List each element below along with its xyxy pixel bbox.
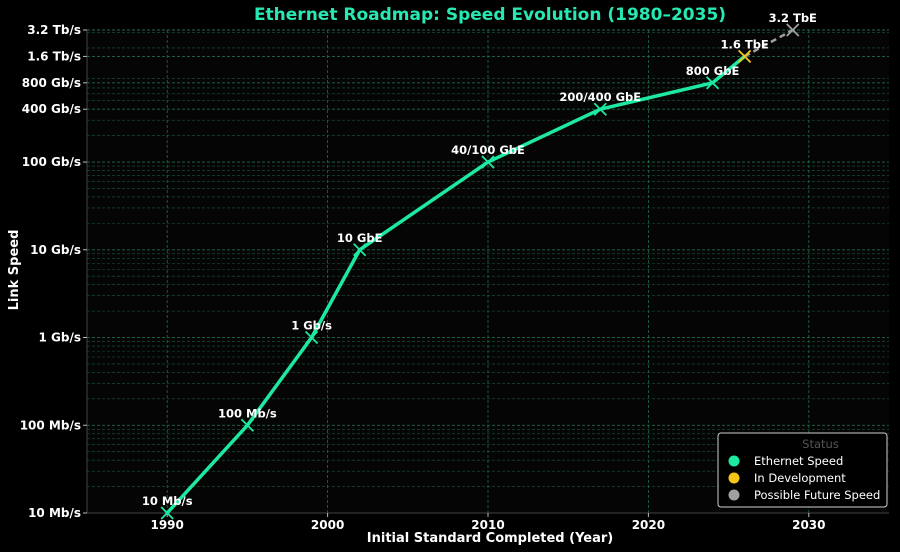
chart-title: Ethernet Roadmap: Speed Evolution (1980–… — [254, 5, 726, 25]
data-point — [705, 76, 720, 90]
data-point — [593, 102, 607, 116]
legend-swatch — [728, 472, 740, 484]
y-tick-label: 400 Gb/s — [22, 102, 81, 116]
data-point — [738, 49, 752, 64]
data-point — [160, 506, 174, 520]
point-label: 40/100 GbE — [451, 143, 525, 157]
x-tick-label: 2020 — [632, 518, 665, 532]
y-tick-label: 800 Gb/s — [22, 76, 81, 90]
marker-stroke — [353, 243, 367, 257]
x-tick-label: 2030 — [792, 518, 825, 532]
marker-stroke — [738, 49, 752, 64]
point-label: 200/400 GbE — [559, 90, 641, 104]
marker-stroke — [304, 330, 319, 345]
y-tick-label: 100 Mb/s — [20, 418, 81, 432]
future-line — [743, 28, 794, 58]
point-label: 1 Gb/s — [291, 319, 332, 333]
y-tick-label: 100 Gb/s — [22, 155, 81, 169]
point-label: 3.2 TbE — [769, 11, 817, 25]
point-label: 800 GbE — [686, 64, 740, 78]
point-label: 1.6 TbE — [720, 37, 768, 51]
x-tick-label: 2000 — [311, 518, 344, 532]
x-tick-label: 2010 — [471, 518, 504, 532]
legend-box — [717, 432, 888, 508]
marker-stroke — [160, 506, 174, 520]
x-axis-label: Initial Standard Completed (Year) — [367, 531, 613, 546]
y-tick-label: 1.6 Tb/s — [27, 49, 81, 63]
data-point — [786, 23, 800, 37]
x-tick-label: 1990 — [150, 518, 183, 532]
y-tick-label: 1 Gb/s — [39, 331, 82, 345]
point-label: 10 Mb/s — [142, 494, 193, 508]
point-label: 10 GbE — [337, 231, 383, 245]
marker-stroke — [786, 23, 800, 37]
marker-stroke — [240, 418, 255, 432]
data-point — [240, 418, 255, 432]
legend-title: Status — [802, 437, 839, 451]
speed-line — [165, 54, 747, 515]
y-tick-label: 3.2 Tb/s — [27, 23, 81, 37]
marker-stroke — [481, 155, 495, 169]
legend-swatch — [728, 489, 740, 501]
marker-stroke — [705, 76, 720, 90]
data-point — [304, 330, 319, 345]
axes: 1990 2000 2010 2020 2030 10 Mb/s 100 Mb/s 1 Gb/… — [20, 23, 889, 532]
series — [160, 23, 800, 520]
legend-entry: In Development — [754, 471, 846, 485]
legend-swatch — [728, 455, 740, 467]
point-labels: 10 Mb/s 100 Mb/s 1 Gb/s 10 GbE 40/100 GbE 200… — [142, 11, 817, 508]
point-label: 100 Mb/s — [218, 406, 277, 420]
grid — [87, 29, 889, 514]
data-point — [353, 243, 367, 257]
marker-stroke — [593, 102, 607, 116]
data-point — [481, 155, 495, 169]
y-axis-label: Link Speed — [7, 230, 22, 311]
legend: Status Ethernet Speed In Development Possib… — [717, 432, 888, 508]
y-tick-label: 10 Gb/s — [30, 243, 81, 257]
legend-entry: Ethernet Speed — [754, 454, 843, 468]
legend-entry: Possible Future Speed — [754, 488, 880, 502]
y-tick-label: 10 Mb/s — [28, 506, 81, 520]
